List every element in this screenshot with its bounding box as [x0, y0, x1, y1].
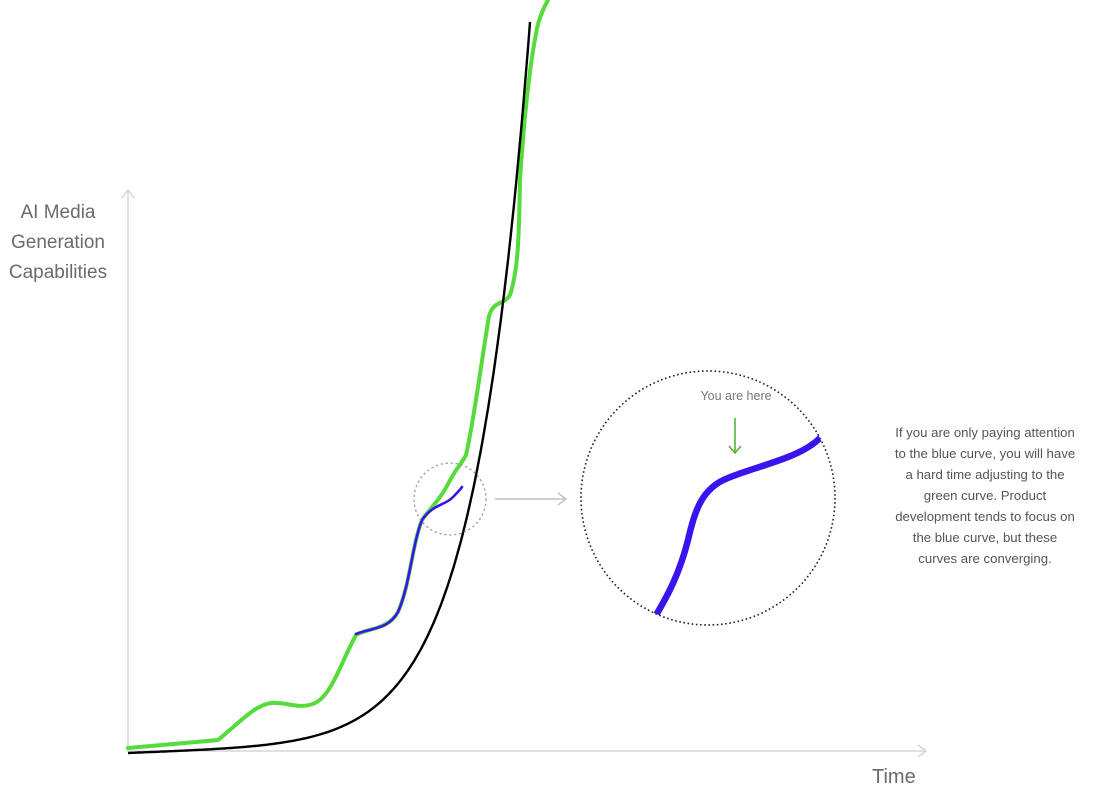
zoom-source-circle	[413, 462, 487, 536]
trend-curve	[127, 21, 532, 755]
x-axis-label: Time	[872, 766, 916, 788]
y-axis-label-line: Generation	[10, 232, 105, 253]
note-line: the blue curve, but these	[912, 530, 1058, 545]
green-curve	[126, 0, 551, 750]
note-line: to the blue curve, you will have	[894, 446, 1076, 461]
you-are-here-label: You are here	[700, 389, 772, 403]
y-axis-label-line: Capabilities	[8, 262, 108, 283]
explanatory-note: If you are only paying attention to the …	[872, 422, 1094, 569]
x-axis-arrowhead	[917, 744, 928, 758]
zoom-detail-circle	[580, 370, 836, 626]
y-axis-label: AI Media Generation Capabilities	[0, 198, 116, 288]
x-axis	[128, 744, 928, 758]
note-line: a hard time adjusting to the	[905, 467, 1065, 482]
note-line: development tends to focus on	[895, 509, 1075, 524]
note-line: If you are only paying attention	[895, 425, 1075, 440]
y-axis	[121, 188, 135, 752]
y-axis-label-line: AI Media	[20, 202, 96, 223]
zoom-connector-arrow	[495, 492, 568, 506]
blue-curve-zoomed	[650, 412, 835, 622]
note-line: green curve. Product	[923, 488, 1047, 503]
y-axis-arrowhead	[121, 188, 135, 199]
you-are-here-arrow	[728, 418, 742, 455]
blue-curve-segment	[354, 485, 464, 636]
note-line: curves are converging.	[918, 551, 1052, 566]
